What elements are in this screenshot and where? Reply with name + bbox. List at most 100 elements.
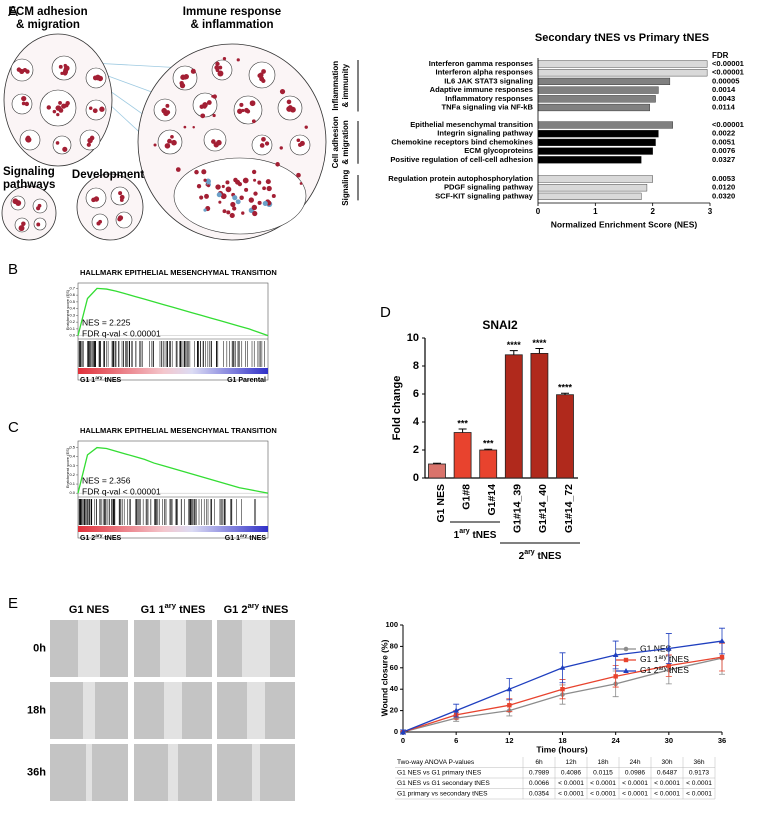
gene-set-dot [251, 119, 256, 124]
fdr-label: 0.00005 [712, 76, 740, 85]
network-diagram: ECM adhesion& migration Immune response& … [1, 6, 327, 241]
gene-set-dot [251, 204, 258, 211]
point [613, 674, 618, 679]
gene-set-dot [299, 182, 303, 185]
table-header-cell: 30h [661, 759, 672, 766]
chart-title: HALLMARK EPITHELIAL MESENCHYMAL TRANSITI… [80, 426, 277, 435]
gene-set-dot [24, 101, 30, 107]
category-label: Interferon gamma responses [429, 59, 533, 68]
gene-set-dot [286, 106, 293, 112]
wound-gap [168, 744, 178, 801]
bar [537, 175, 653, 183]
error-bar [433, 462, 441, 464]
fdr-label: <0.00001 [712, 120, 745, 129]
gene-set-dot [220, 193, 227, 200]
gene-set-dot [225, 180, 230, 185]
y-tick-label: 80 [390, 641, 398, 650]
panel-label: C [8, 419, 19, 436]
plot-frame [77, 282, 269, 381]
category-label: Positive regulation of cell-cell adhesio… [390, 155, 533, 164]
fdr-label: 0.0076 [712, 146, 735, 155]
gene-set-dot [192, 125, 195, 129]
gene-set-dot [252, 210, 258, 217]
gene-set-dot [65, 101, 70, 106]
table-header-cell: 36h [693, 759, 704, 766]
table-cell: 0.0115 [593, 770, 613, 777]
gene-set-dot [298, 142, 303, 147]
gene-set-dot [221, 184, 225, 189]
table-cell: < 0.0001 [654, 791, 680, 798]
point [507, 703, 512, 708]
gene-set-dot [239, 102, 244, 107]
point [400, 729, 406, 734]
gene-set-dot [225, 186, 232, 193]
gene-set-dot [58, 108, 64, 113]
x-axis-label: Time (hours) [536, 744, 587, 754]
bar [537, 156, 642, 164]
cluster-label: & migration [16, 19, 80, 31]
legend-marker [623, 657, 629, 663]
chart-title: Secondary tNES vs Primary tNES [535, 32, 709, 44]
gene-set-dot [216, 139, 222, 146]
wound-gap [86, 744, 92, 801]
bar [428, 463, 446, 479]
bar [556, 394, 574, 479]
y-tick-label: 0.6 [69, 292, 75, 297]
gene-set-dot [86, 142, 91, 147]
gene-set-dot [190, 68, 196, 74]
x-tick-label: 12 [505, 736, 513, 745]
y-tick-label: 0.0 [69, 490, 75, 495]
x-tick-label: 3 [708, 207, 713, 216]
gene-set-dot [161, 107, 167, 114]
gene-set-dot [271, 193, 276, 198]
y-tick-label: 4 [413, 416, 420, 428]
y-tick-label: 2 [413, 444, 419, 456]
y-tick-label: 0.3 [69, 463, 75, 468]
gene-set-dot [60, 71, 64, 75]
gene-set-dot [235, 179, 241, 185]
fdr-label: 0.0043 [712, 94, 735, 103]
gene-set-dot [259, 143, 265, 148]
gene-set-dot [21, 95, 27, 102]
cluster-development [76, 173, 144, 241]
cluster-label: pathways [3, 179, 55, 191]
gene-set-dot [204, 193, 209, 199]
gene-set-dot [203, 208, 207, 212]
gene-set-dot [261, 78, 266, 83]
category-label: ECM glycoproteins [464, 146, 533, 155]
gene-set-dot [241, 211, 245, 215]
gene-set-dot [230, 201, 236, 208]
table-header-cell: 18h [597, 759, 608, 766]
gene-set-dot [21, 221, 26, 227]
bar [537, 86, 659, 94]
gene-set-dot [217, 70, 224, 77]
bar [537, 121, 673, 129]
fdr-label: 0.0320 [712, 191, 735, 200]
gene-set-dot [244, 107, 249, 113]
nes-label: NES = 2.225 [82, 317, 131, 327]
anova-table: Two-way ANOVA P-values 6h 12h 18h 24h 30h 36h G… [395, 757, 716, 800]
gene-set-dot [171, 139, 177, 146]
gene-set-dot [253, 191, 258, 196]
gene-set-dot [261, 69, 266, 74]
rank-gradient [78, 368, 268, 374]
gene-set-dot [253, 178, 257, 182]
x-axis-label: Normalized Enrichment Score (NES) [551, 219, 698, 229]
table-cell: 0.0066 [529, 780, 550, 787]
gene-set-dot [275, 162, 280, 167]
gene-set-dot [222, 209, 227, 214]
gene-set-dot [296, 172, 301, 178]
gene-set-dot [183, 125, 187, 129]
gene-set-dot [92, 108, 98, 114]
significance-label: **** [507, 340, 522, 350]
table-cell: < 0.0001 [654, 780, 680, 787]
gene-set-dot [36, 206, 41, 211]
wound-gap [160, 620, 186, 677]
y-tick-label: 0.0 [69, 333, 75, 338]
y-tick-label: 6 [413, 388, 419, 400]
gene-set-dot [99, 106, 105, 112]
category-label: IL6 JAK STAT3 signaling [444, 76, 533, 85]
gene-set-dot [25, 136, 32, 143]
gene-set-dot [199, 195, 204, 200]
gene-set-dot [286, 99, 292, 105]
